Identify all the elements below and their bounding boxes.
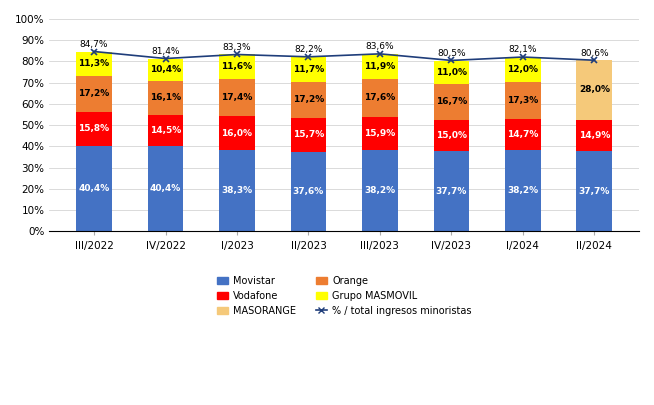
Bar <box>219 79 255 116</box>
Text: 15,9%: 15,9% <box>364 129 396 138</box>
Text: 11,3%: 11,3% <box>78 59 110 68</box>
Bar <box>362 54 398 79</box>
Text: 82,2%: 82,2% <box>294 45 322 54</box>
Bar <box>576 120 612 151</box>
Text: 11,7%: 11,7% <box>293 65 324 74</box>
Text: 17,3%: 17,3% <box>508 96 538 105</box>
Bar <box>290 82 326 118</box>
Text: 10,4%: 10,4% <box>150 65 181 74</box>
Text: 38,2%: 38,2% <box>508 186 538 195</box>
Text: 37,7%: 37,7% <box>436 187 467 196</box>
Text: 14,9%: 14,9% <box>579 131 610 140</box>
Bar <box>148 115 183 146</box>
Text: 37,7%: 37,7% <box>579 187 610 196</box>
Bar <box>290 151 326 232</box>
Bar <box>148 146 183 232</box>
Text: 14,5%: 14,5% <box>150 126 181 135</box>
Bar <box>434 119 470 151</box>
Bar <box>148 81 183 115</box>
Text: 15,8%: 15,8% <box>78 124 110 133</box>
Bar <box>362 79 398 117</box>
Text: 28,0%: 28,0% <box>579 85 610 94</box>
Text: 82,1%: 82,1% <box>509 45 537 55</box>
Bar <box>76 75 112 112</box>
Bar <box>290 118 326 151</box>
Text: 37,6%: 37,6% <box>293 187 324 196</box>
Bar <box>434 61 470 84</box>
Bar <box>362 150 398 232</box>
Legend: Movistar, Vodafone, MASORANGE, Orange, Grupo MASMOVIL, % / total ingresos minori: Movistar, Vodafone, MASORANGE, Orange, G… <box>216 276 472 316</box>
Bar <box>505 82 541 119</box>
Text: 17,2%: 17,2% <box>78 89 110 98</box>
Text: 38,3%: 38,3% <box>222 186 252 195</box>
Bar <box>505 119 541 150</box>
Text: 16,0%: 16,0% <box>222 129 252 138</box>
Text: 14,7%: 14,7% <box>507 130 538 139</box>
Bar <box>76 146 112 232</box>
Text: 15,7%: 15,7% <box>293 130 324 139</box>
Text: 40,4%: 40,4% <box>78 184 110 193</box>
Text: 80,6%: 80,6% <box>580 49 609 58</box>
Bar <box>362 117 398 150</box>
Text: 17,4%: 17,4% <box>221 93 252 102</box>
Text: 83,6%: 83,6% <box>366 42 394 51</box>
Text: 38,2%: 38,2% <box>364 186 396 195</box>
Text: 11,9%: 11,9% <box>364 62 396 71</box>
Bar <box>219 150 255 232</box>
Bar <box>576 151 612 232</box>
Text: 15,0%: 15,0% <box>436 131 467 140</box>
Text: 16,7%: 16,7% <box>436 97 467 106</box>
Bar <box>76 112 112 146</box>
Text: 81,4%: 81,4% <box>151 47 180 56</box>
Text: 84,7%: 84,7% <box>80 40 109 49</box>
Text: 40,4%: 40,4% <box>150 184 181 193</box>
Text: 11,0%: 11,0% <box>436 68 467 77</box>
Bar <box>219 55 255 79</box>
Bar <box>76 51 112 75</box>
Text: 80,5%: 80,5% <box>437 49 466 58</box>
Bar <box>576 60 612 120</box>
Bar <box>219 116 255 150</box>
Text: 17,2%: 17,2% <box>293 96 324 104</box>
Bar <box>505 150 541 232</box>
Text: 17,6%: 17,6% <box>364 93 396 102</box>
Bar <box>434 151 470 232</box>
Text: 16,1%: 16,1% <box>150 93 181 102</box>
Text: 83,3%: 83,3% <box>222 43 251 52</box>
Bar <box>505 57 541 82</box>
Bar <box>148 58 183 81</box>
Text: 12,0%: 12,0% <box>508 65 538 74</box>
Bar <box>434 84 470 119</box>
Text: 11,6%: 11,6% <box>222 62 252 71</box>
Bar <box>290 57 326 82</box>
